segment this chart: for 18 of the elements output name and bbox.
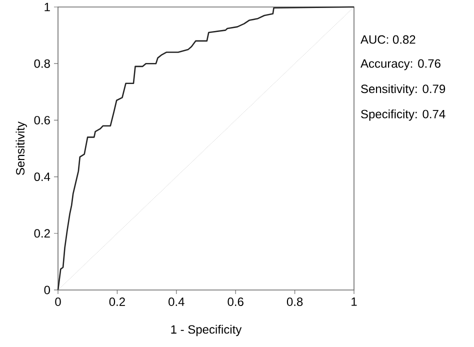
x-axis-title: 1 - Specificity <box>171 324 242 336</box>
y-tick-label: 0.2 <box>34 229 50 238</box>
text: AUC: 0.82 <box>360 35 416 44</box>
text: Specificity: 0.74 <box>361 110 446 121</box>
y-tick-label: 0 <box>44 286 50 294</box>
x-tick-label: 0.4 <box>168 298 184 306</box>
y-tick-label: 0.4 <box>34 172 50 182</box>
y-tick-label: 0.8 <box>34 59 50 68</box>
y-axis-title: Sensitivity <box>16 122 27 175</box>
y-tick-label: 1 <box>44 2 50 12</box>
x-tick-label: 0.8 <box>286 298 303 306</box>
text: Sensitivity: 0.79 <box>361 84 446 96</box>
y-tick-label: 0.6 <box>34 116 50 124</box>
x-tick-label: 0.2 <box>109 298 125 306</box>
text: Accuracy: 0.76 <box>360 59 440 70</box>
x-tick-label: 1 <box>352 298 357 306</box>
x-tick-label: 0 <box>55 298 61 306</box>
x-tick-label: 0.6 <box>228 298 244 306</box>
